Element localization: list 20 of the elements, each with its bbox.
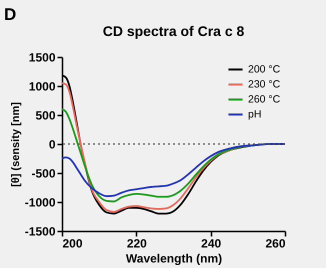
line-series bbox=[61, 143, 286, 198]
y-axis-title: [θ] (sensity [nm] bbox=[10, 102, 22, 187]
legend-label: 260 °C bbox=[248, 94, 281, 106]
y-tick-label: -500 bbox=[31, 166, 56, 180]
y-tick-label: 1000 bbox=[28, 80, 56, 94]
x-tick-label: 220 bbox=[126, 236, 148, 250]
x-tick-label: 260 bbox=[265, 236, 286, 250]
y-tick-label: 0 bbox=[48, 138, 56, 152]
legend-label: 200 °C bbox=[248, 64, 281, 76]
y-tick-label: 500 bbox=[35, 108, 56, 122]
y-tick-label: -1500 bbox=[24, 224, 56, 238]
x-tick-label: 240 bbox=[201, 236, 222, 250]
text: D bbox=[4, 5, 16, 24]
x-axis-title: Wavelength (nm) bbox=[126, 252, 222, 266]
legend-label: pH bbox=[248, 108, 262, 120]
legend-label: 230 °C bbox=[248, 78, 281, 90]
y-tick-label: -1000 bbox=[24, 196, 56, 210]
chart-title: CD spectra of Cra c 8 bbox=[102, 23, 245, 39]
y-tick-label: 1500 bbox=[28, 50, 56, 64]
x-tick-label: 200 bbox=[62, 236, 83, 250]
